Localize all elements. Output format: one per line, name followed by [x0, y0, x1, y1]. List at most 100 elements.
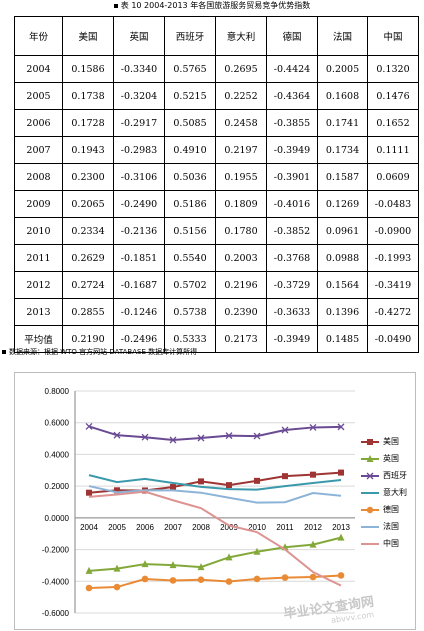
year-cell: 2004	[14, 55, 63, 83]
value-cell: 0.1955	[215, 163, 267, 191]
value-cell: -0.1687	[113, 271, 165, 299]
value-cell: 0.5738	[164, 298, 216, 326]
y-tick-label: 0.8000	[45, 387, 70, 396]
legend-swatch-icon	[361, 506, 379, 514]
value-cell: -0.1993	[367, 244, 419, 272]
value-cell: 0.1586	[62, 55, 114, 83]
value-cell: 0.2196	[215, 271, 267, 299]
data-point	[113, 583, 121, 591]
series-line	[88, 574, 342, 590]
year-cell: 2010	[14, 217, 63, 245]
header-cell: 德国	[266, 16, 318, 56]
x-tick-label: 2009	[220, 523, 238, 532]
value-cell: 0.5085	[164, 109, 216, 137]
value-cell: 0.5036	[164, 163, 216, 191]
value-cell: -0.2136	[113, 217, 165, 245]
header-cell: 年份	[14, 16, 63, 56]
data-point	[309, 540, 317, 548]
legend-swatch-icon	[361, 526, 379, 528]
value-cell: 0.1396	[317, 298, 368, 326]
value-cell: 0.2252	[215, 82, 267, 110]
y-tick-label: 0.6000	[45, 419, 70, 428]
data-point	[281, 426, 289, 434]
value-cell: -0.0900	[367, 217, 419, 245]
legend-label: 德国	[383, 505, 399, 514]
table-row: 2005 0.1738 -0.3204 0.5215 0.2252 -0.4364 0.16…	[14, 82, 419, 110]
value-cell: 0.2855	[62, 298, 114, 326]
value-cell: 0.1728	[62, 109, 114, 137]
data-point	[254, 477, 260, 484]
legend-label: 英国	[383, 454, 399, 463]
value-cell: 0.1608	[317, 82, 368, 110]
value-cell: 0.1809	[215, 190, 267, 218]
legend-label: 中国	[383, 539, 399, 548]
legend-item: 意大利	[361, 484, 413, 501]
value-cell: 0.5186	[164, 190, 216, 218]
x-tick-label: 2012	[304, 523, 322, 532]
data-point	[113, 564, 121, 572]
table-average-row: 平均值 0.2190 -0.2496 0.5333 0.2173 -0.3949 0.148…	[14, 325, 419, 353]
data-point	[169, 561, 177, 569]
value-cell: 0.1734	[317, 136, 368, 164]
table-row: 2007 0.1943 -0.2983 0.4910 0.2197 -0.3949 0.17…	[14, 136, 419, 164]
table-row: 2012 0.2724 -0.1687 0.5702 0.2196 -0.3729 0.15…	[14, 271, 419, 299]
data-point	[253, 575, 261, 583]
table-row: 2009 0.2065 -0.2490 0.5186 0.1809 -0.4016 0.12…	[14, 190, 419, 218]
value-cell: -0.0490	[367, 325, 419, 353]
year-cell: 2006	[14, 109, 63, 137]
year-cell: 2007	[14, 136, 63, 164]
legend-item: 法国	[361, 518, 413, 535]
value-cell: 0.2334	[62, 217, 114, 245]
value-cell: 0.1111	[367, 136, 419, 164]
value-cell: 0.2300	[62, 163, 114, 191]
value-cell: 0.1738	[62, 82, 114, 110]
chart-legend: 美国 英国 西班牙 意大利 德国 法国 中国	[361, 433, 413, 552]
series-line	[88, 490, 342, 587]
year-cell: 2012	[14, 271, 63, 299]
y-tick-label: -0.4000	[42, 577, 70, 586]
data-point	[169, 577, 177, 584]
y-tick-label: -0.2000	[42, 546, 70, 555]
value-cell: -0.3729	[266, 271, 318, 299]
data-point	[197, 434, 205, 442]
data-point	[253, 547, 261, 555]
y-tick-label: 0.0000	[45, 514, 70, 523]
data-point	[198, 478, 204, 485]
data-point	[337, 423, 345, 431]
year-cell: 2013	[14, 298, 63, 326]
legend-item: 中国	[361, 535, 413, 552]
data-source-note: 数据来源：根据 WTO 官方网站 DATABASE 数据库计算所得	[2, 347, 422, 357]
year-cell: 2009	[14, 190, 63, 218]
value-cell: 0.5333	[164, 325, 216, 353]
legend-item: 英国	[361, 450, 413, 467]
value-cell: -0.3855	[266, 109, 318, 137]
value-cell: -0.2983	[113, 136, 165, 164]
value-cell: 0.2173	[215, 325, 267, 353]
x-tick-label: 2004	[80, 523, 98, 532]
value-cell: 0.4910	[164, 136, 216, 164]
header-cell: 美国	[62, 16, 114, 56]
legend-swatch-icon	[361, 472, 379, 480]
value-cell: 0.5156	[164, 217, 216, 245]
value-cell: 0.1485	[317, 325, 368, 353]
data-point	[337, 572, 345, 579]
data-point	[225, 578, 233, 585]
value-cell: 0.1320	[367, 55, 419, 83]
data-point	[225, 432, 233, 440]
series-line	[88, 425, 342, 442]
value-cell: 0.1652	[367, 109, 419, 137]
legend-swatch-icon	[361, 439, 379, 445]
legend-swatch-icon	[361, 543, 379, 545]
value-cell: -0.3768	[266, 244, 318, 272]
value-cell: 0.5765	[164, 55, 216, 83]
value-cell: -0.3901	[266, 163, 318, 191]
data-point	[337, 533, 345, 541]
table-row: 2010 0.2334 -0.2136 0.5156 0.1780 -0.3852 0.09…	[14, 217, 419, 245]
legend-item: 西班牙	[361, 467, 413, 484]
series-line	[88, 536, 342, 572]
x-tick-label: 2005	[108, 523, 126, 532]
data-point	[338, 469, 344, 476]
series-line	[88, 485, 342, 504]
data-point	[85, 566, 93, 574]
value-cell: 0.2695	[215, 55, 267, 83]
